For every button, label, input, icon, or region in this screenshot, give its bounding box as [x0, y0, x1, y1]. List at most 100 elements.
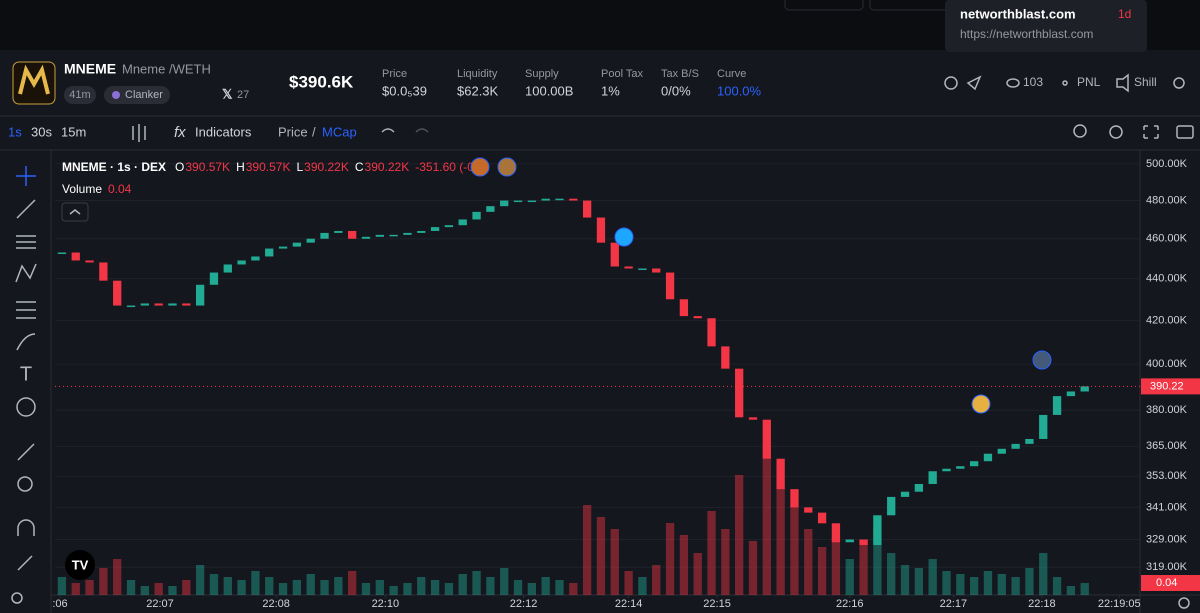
plot: 500.00K 480.00K 460.00K 440.00K 420.00K 400.0… [52, 158, 1200, 610]
candle [292, 242, 302, 247]
candle [541, 198, 550, 201]
avatar-marker[interactable] [497, 157, 517, 177]
popup-age: 1d [1118, 7, 1131, 21]
candle [71, 252, 80, 261]
price-toggle[interactable]: Price [278, 124, 308, 139]
crosshair-tool[interactable] [16, 166, 36, 186]
x-tick-label: 22:08 [262, 598, 290, 610]
magnet-tool[interactable] [17, 519, 35, 536]
zoom-icon[interactable] [1073, 124, 1087, 138]
volume-bar [403, 583, 412, 595]
redo-icon[interactable] [415, 128, 429, 133]
volume-bar [1066, 586, 1076, 595]
avatar-marker[interactable] [614, 227, 634, 247]
zoom-tool[interactable] [17, 476, 33, 492]
globe-icon[interactable] [944, 76, 958, 90]
brush-tool[interactable] [16, 333, 36, 351]
volume-bar [444, 583, 454, 595]
candle [1039, 414, 1048, 439]
undo-icon[interactable] [381, 128, 395, 133]
interval[interactable]: 15m [61, 124, 86, 139]
pair: Mneme /WETH [122, 61, 211, 76]
candle [417, 230, 426, 233]
tv-logo-text: TV [72, 557, 89, 572]
stat-value: 100.0% [717, 83, 762, 98]
shill[interactable]: Shill [1134, 75, 1157, 89]
candle [693, 316, 702, 319]
legend-value: 390.57K [246, 160, 291, 174]
candle [1066, 391, 1076, 397]
candle [762, 419, 771, 459]
pnl[interactable]: PNL [1077, 75, 1101, 89]
candle [334, 230, 343, 233]
lock-tool[interactable] [17, 555, 33, 571]
candle [638, 268, 647, 270]
trendline-tool[interactable] [16, 199, 36, 219]
launchpad-badge[interactable] [104, 86, 170, 104]
telegram-icon[interactable] [966, 75, 982, 91]
volume-bar [969, 577, 979, 595]
candle [57, 252, 67, 255]
ruler-tool[interactable] [17, 443, 35, 461]
volume-bar [748, 541, 758, 595]
chart-settings-icon[interactable] [1109, 125, 1123, 139]
hide-tool[interactable] [11, 592, 23, 604]
collapse-button[interactable] [61, 202, 89, 222]
x-icon[interactable]: 𝕏 [222, 86, 233, 101]
text-tool[interactable]: T [20, 363, 32, 385]
interval[interactable]: 30s [31, 124, 52, 139]
search-box[interactable] [869, 0, 951, 11]
x-tick-label: 22:18 [1028, 598, 1056, 610]
volume-bar [389, 586, 398, 595]
volume-bar [334, 577, 343, 595]
x-tick-label: 22:12 [510, 598, 538, 610]
views-icon [1006, 78, 1020, 88]
volume-bar [1025, 568, 1034, 595]
popup [945, 0, 1147, 52]
candle [817, 512, 827, 524]
avatar-marker[interactable] [470, 157, 490, 177]
volume-bar [361, 583, 371, 595]
avatar-marker[interactable] [971, 394, 991, 414]
candle-type-icon[interactable] [132, 124, 146, 142]
candle [652, 268, 661, 273]
pattern-tool[interactable] [15, 263, 37, 283]
axis-settings-icon[interactable] [1178, 597, 1190, 609]
legend-value: 390.22K [365, 160, 410, 174]
volume-bar [265, 577, 274, 595]
y-tick-label: 380.00K [1146, 404, 1188, 416]
y-tick-label: 400.00K [1146, 358, 1188, 370]
candle [209, 272, 219, 285]
x-tick-label: 22:10 [372, 598, 400, 610]
volume-bar [693, 553, 702, 595]
legend-key: O [175, 160, 184, 174]
indicators[interactable]: Indicators [195, 124, 252, 139]
fib-tool[interactable] [16, 235, 36, 249]
tv-logo[interactable] [65, 550, 95, 580]
market-cap: $390.6K [289, 72, 354, 91]
volume-bar [638, 577, 647, 595]
popup-title: networthblast.com [960, 6, 1076, 21]
age: 41m [69, 89, 90, 101]
volume-bar [735, 475, 744, 595]
last-price-box [1141, 378, 1200, 395]
volume-bar [569, 583, 578, 595]
candle [182, 303, 191, 306]
top-button[interactable] [784, 0, 864, 11]
mcap-toggle[interactable]: MCap [322, 124, 357, 139]
emoji-tool[interactable] [16, 397, 36, 417]
candle [361, 236, 371, 239]
fullscreen-icon[interactable] [1143, 125, 1159, 139]
interval[interactable]: 1s [8, 124, 22, 139]
candle [776, 458, 785, 490]
popup-url: https://networthblast.com [960, 27, 1093, 41]
prediction-tool[interactable] [16, 301, 36, 319]
avatar-marker[interactable] [1032, 350, 1052, 370]
settings-icon[interactable] [1173, 77, 1185, 89]
stat-value: 0/0% [661, 83, 691, 98]
y-tick-label: 500.00K [1146, 158, 1188, 170]
symbol: MNEME [64, 61, 116, 77]
candle [113, 280, 122, 306]
screenshot-icon[interactable] [1176, 125, 1194, 139]
shill-icon [1116, 73, 1129, 93]
